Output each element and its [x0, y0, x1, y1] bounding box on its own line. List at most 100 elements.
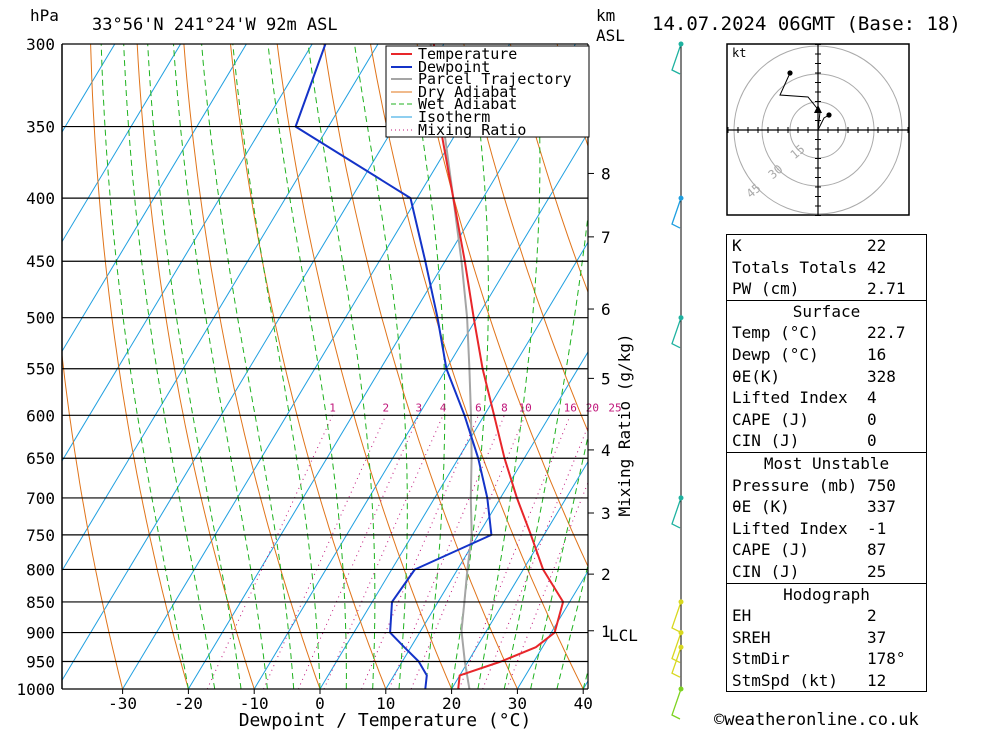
- surface-cin-label: CIN (J): [732, 431, 800, 451]
- pressure-tick-label: 700: [26, 489, 55, 508]
- mixing-ratio-line: [506, 481, 588, 689]
- surface-cin-row: CIN (J) 0: [727, 430, 926, 452]
- hodograph-trace: [779, 72, 821, 131]
- plot-axes: 1 2 3 4 6 8 10 16 20 2530035040045050055060065070…: [16, 35, 637, 713]
- wind-barb: [671, 688, 682, 720]
- index-tt-row: Totals Totals 42: [727, 257, 926, 279]
- wind-barb: [671, 317, 682, 349]
- surface-theta-label: θE(K): [732, 366, 781, 386]
- temperature-tick-label: 20: [442, 694, 461, 713]
- temperature-tick-label: 10: [376, 694, 395, 713]
- index-tt-label: Totals Totals: [732, 257, 858, 277]
- pressure-tick-label: 450: [26, 252, 55, 271]
- mu-theta-row: θE (K) 337: [727, 496, 926, 518]
- surface-cape-value: 0: [867, 409, 877, 429]
- index-k-label: K: [732, 236, 742, 255]
- isotherm-line: [62, 44, 379, 572]
- mixing-ratio-label: 25: [608, 401, 621, 414]
- surface-dewp-value: 16: [867, 344, 887, 364]
- mixing-ratio-label: 20: [586, 401, 599, 414]
- pressure-tick-label: 950: [26, 653, 55, 672]
- hodo-sreh-value: 37: [867, 627, 887, 647]
- lcl-label: LCL: [609, 626, 638, 645]
- mixing-ratio-label: 8: [501, 401, 508, 414]
- hodo-point-top: [787, 70, 793, 76]
- legend-mixing-ratio: Mixing Ratio: [418, 121, 526, 139]
- legend-isotherm: Isotherm: [418, 108, 490, 126]
- surface-theta-row: θE(K) 328: [727, 366, 926, 388]
- mixing-ratio-line: [410, 415, 526, 689]
- temperature-tick-label: 40: [574, 694, 593, 713]
- wind-barb: [671, 646, 682, 678]
- mixing-ratio-line: [263, 415, 387, 689]
- hodo-stmspd-row: StmSpd (kt) 12: [727, 670, 926, 692]
- wind-profile: [671, 41, 684, 720]
- pressure-tick-label: 550: [26, 360, 55, 379]
- mu-pressure-value: 750: [867, 475, 896, 495]
- asl-label: ASL: [596, 26, 625, 45]
- most-unstable-title: Most Unstable: [763, 453, 890, 473]
- wet-adiabat-line: [173, 44, 268, 689]
- pressure-tick-label: 650: [26, 449, 55, 468]
- mu-cin-row: CIN (J) 25: [727, 561, 926, 583]
- pressure-tick-label: 350: [26, 118, 55, 137]
- pressure-tick-label: 750: [26, 526, 55, 545]
- height-tick-label: 7: [601, 228, 611, 247]
- km-label: km: [596, 6, 615, 25]
- wet-adiabat-line: [147, 44, 242, 689]
- hodo-stmdir-value: 178°: [867, 649, 906, 669]
- dewpoint-line: [294, 44, 493, 689]
- dry-adiabat-line: [509, 44, 588, 294]
- legend-dry-adiabat: Dry Adiabat: [418, 83, 517, 101]
- mixing-ratio-line: [206, 415, 333, 689]
- pressure-tick-label: 900: [26, 624, 55, 643]
- pressure-tick-label: 500: [26, 309, 55, 328]
- mixing-ratio-label: 4: [440, 401, 447, 414]
- hodo-unit-label: kt: [732, 46, 746, 60]
- wet-adiabat-line: [556, 563, 588, 689]
- wet-adiabat-line: [267, 44, 347, 689]
- mu-theta-label: θE (K): [732, 497, 790, 517]
- most-unstable-box: Most Unstable Pressure (mb) 750 θE (K) 337…: [726, 451, 927, 583]
- height-tick-label: 6: [601, 300, 611, 319]
- mixing-ratio-label: 16: [564, 401, 577, 414]
- mu-cape-value: 87: [867, 540, 887, 560]
- pressure-tick-label: 800: [26, 561, 55, 580]
- basic-indices-box: K 22 Totals Totals 42 PW (cm) 2.71: [726, 234, 927, 300]
- dry-adiabat-line: [463, 44, 588, 433]
- pressure-tick-label: 1000: [16, 680, 55, 699]
- hodo-stmspd-label: StmSpd (kt): [732, 670, 838, 690]
- temperature-tick-label: 0: [315, 694, 325, 713]
- wet-adiabat-line: [530, 434, 588, 689]
- dry-adiabat-line: [62, 350, 124, 689]
- temperature-tick-label: -10: [240, 694, 269, 713]
- mu-cape-row: CAPE (J) 87: [727, 539, 926, 561]
- hodo-stmdir-row: StmDir 178°: [727, 648, 926, 670]
- hodo-eh-label: EH: [732, 606, 752, 626]
- mixing-ratio-axis-title: Mixing Ratio (g/kg): [615, 333, 634, 516]
- hodo-sreh-row: SREH 37: [727, 627, 926, 649]
- index-k-value: 22: [867, 236, 887, 255]
- mixing-ratio-label: 6: [475, 401, 482, 414]
- copyright-footer[interactable]: ©weatheronline.co.uk: [714, 710, 919, 730]
- isotherm-line: [319, 241, 588, 689]
- temperature-tick-label: -30: [108, 694, 137, 713]
- mixing-ratio-line: [323, 415, 444, 689]
- legend-wet-adiabat: Wet Adiabat: [418, 95, 517, 113]
- surface-li-value: 4: [867, 388, 877, 408]
- pressure-tick-label: 400: [26, 189, 55, 208]
- surface-dewp-label: Dewp (°C): [732, 344, 819, 364]
- index-k-row: K 22: [727, 235, 926, 257]
- mixing-ratio-label: 10: [518, 401, 531, 414]
- hodo-params-title: Hodograph: [783, 584, 870, 604]
- pressure-unit-label: hPa: [30, 6, 59, 25]
- wind-barb: [671, 632, 682, 664]
- mixing-ratio-line: [361, 415, 479, 689]
- wet-adiabat-line: [123, 44, 216, 689]
- wet-adiabat-line: [201, 44, 295, 689]
- wind-barb: [671, 197, 682, 229]
- mu-cin-value: 25: [867, 561, 887, 581]
- height-tick-label: 4: [601, 441, 611, 460]
- temperature-tick-label: -20: [174, 694, 203, 713]
- location-title: 33°56'N 241°24'W 92m ASL: [92, 15, 338, 35]
